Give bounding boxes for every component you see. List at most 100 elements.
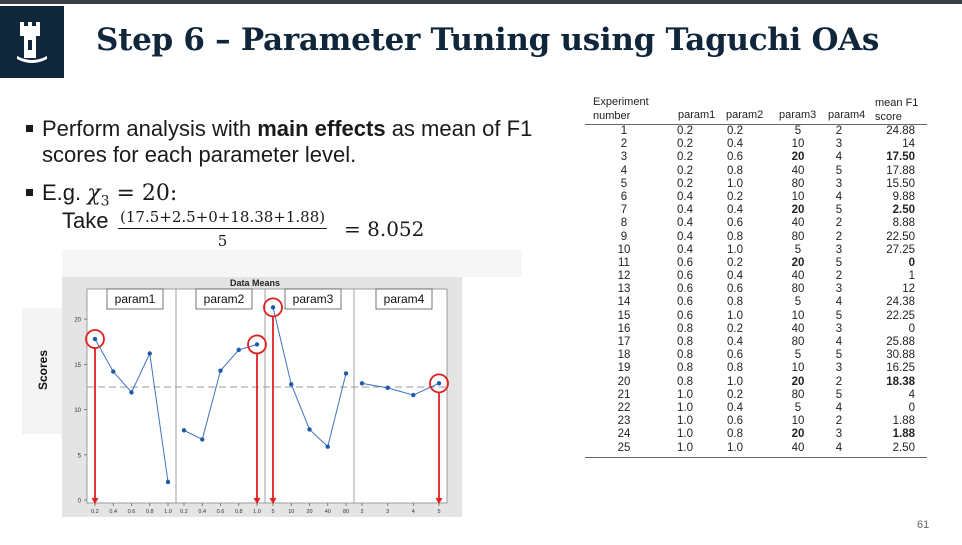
bullet-2-text-pre: E.g. [42, 180, 88, 205]
cell-param3: 20 [791, 204, 805, 217]
header-param3: param3 [779, 109, 817, 121]
x-tick-label: 5 [437, 509, 440, 515]
x-tick-label: 4 [412, 509, 415, 515]
cell-experiment-number: 11 [618, 256, 630, 269]
cell-param2: 0.2 [727, 388, 743, 401]
cell-param4: 5 [835, 256, 843, 269]
data-point-param4 [411, 392, 416, 398]
cell-experiment-number: 7 [620, 204, 628, 217]
x-tick-label: 5 [271, 509, 274, 515]
panel-label-box [106, 288, 164, 310]
cell-param4: 2 [835, 375, 843, 388]
data-point-param2 [181, 428, 187, 433]
cell-param3: 10 [791, 309, 805, 322]
x-tick-label: 2 [360, 509, 363, 515]
cell-mean-f1: 1.88 [892, 428, 915, 441]
cell-param1: 0.6 [677, 256, 693, 269]
cell-experiment-number: 20 [617, 375, 631, 388]
cell-param1: 0.4 [677, 217, 693, 230]
cell-param2: 0.8 [727, 164, 743, 177]
bullet-2-variable: χ [87, 181, 101, 206]
cell-experiment-number: 16 [617, 322, 631, 335]
x-tick-label: 0.6 [128, 509, 136, 515]
header-number: number [593, 110, 631, 122]
cell-param3: 40 [791, 217, 805, 230]
highlight-arrowhead [91, 498, 99, 504]
cell-param1: 0.8 [677, 375, 693, 388]
header-param4: param4 [828, 109, 866, 121]
cell-param1: 0.6 [677, 270, 693, 283]
cell-experiment-number: 22 [617, 401, 631, 414]
cell-experiment-number: 6 [620, 190, 628, 203]
data-point-param3 [343, 371, 349, 376]
bullet-2-equals: = 20: [109, 181, 178, 206]
cell-param3: 40 [791, 441, 805, 454]
cell-experiment-number: 24 [617, 428, 631, 441]
table-row: 7 0.4 0.4 20 5 2.50 [585, 204, 927, 217]
cell-param2: 0.4 [727, 401, 743, 414]
cell-mean-f1: 24.88 [886, 125, 915, 137]
cell-param1: 1.0 [677, 441, 693, 454]
cell-experiment-number: 1 [620, 125, 628, 137]
chart-svg: Data Means 0 5 10 15 20 0.2 0.4 0.6 0.8 1.0 param1 0… [62, 277, 462, 517]
cell-param4: 4 [835, 401, 843, 414]
cell-param2: 1.0 [727, 375, 743, 388]
cell-mean-f1: 0 [908, 322, 915, 335]
data-point-param1 [165, 479, 171, 485]
x-tick-label: 0.2 [180, 509, 188, 515]
cell-experiment-number: 17 [617, 336, 631, 348]
table-row: 10 0.4 1.0 5 3 27.25 [585, 244, 927, 257]
cell-mean-f1: 12 [902, 283, 915, 296]
x-tick-label: 40 [325, 509, 331, 515]
cell-param2: 0.2 [727, 322, 743, 335]
bullet-square-icon [26, 189, 33, 196]
cell-mean-f1: 27.25 [886, 243, 915, 256]
x-tick-label: 0.4 [109, 509, 117, 515]
x-tick-label: 0.4 [198, 509, 206, 515]
panel-label-param2: param2 [204, 292, 245, 306]
cell-param3: 80 [791, 177, 805, 190]
data-point-param3 [289, 382, 294, 387]
cell-experiment-number: 5 [620, 177, 628, 190]
fraction-numerator: (17.5+2.5+0+18.38+1.88) [118, 208, 328, 229]
cell-experiment-number: 19 [617, 362, 631, 375]
data-point-param1 [129, 390, 134, 395]
cell-param2: 0.8 [727, 230, 743, 243]
cell-param1: 0.4 [677, 190, 693, 203]
cell-mean-f1: 25.88 [886, 336, 915, 348]
cell-mean-f1: 17.88 [886, 164, 915, 177]
cell-param1: 0.4 [677, 243, 693, 256]
cell-param4: 4 [835, 151, 843, 164]
cell-param2: 0.4 [727, 204, 743, 217]
cell-param1: 0.8 [677, 362, 693, 375]
table-row: 16 0.8 0.2 40 3 0 [585, 323, 927, 336]
cell-mean-f1: 17.50 [886, 151, 915, 164]
cell-param2: 0.8 [727, 296, 743, 309]
y-tick-label: 5 [78, 453, 82, 459]
cell-param1: 0.2 [677, 125, 693, 137]
cell-mean-f1: 4 [908, 388, 915, 401]
cell-param4: 3 [835, 177, 843, 190]
bullet-square-icon [26, 125, 33, 132]
bullet-2-subscript: 3 [100, 193, 110, 210]
cell-param1: 0.2 [677, 177, 693, 190]
highlight-arrowhead [269, 498, 277, 504]
cell-param4: 4 [835, 190, 843, 203]
x-tick-label: 80 [343, 509, 349, 515]
y-label-band [22, 308, 64, 434]
cell-param1: 0.2 [677, 164, 693, 177]
highlight-circle [429, 373, 449, 394]
x-tick-label: 3 [386, 509, 389, 515]
table-bottom-rule [585, 456, 927, 458]
cell-mean-f1: 16.25 [886, 362, 915, 375]
cell-experiment-number: 18 [617, 349, 631, 362]
cell-param4: 4 [835, 441, 843, 454]
header-param2: param2 [726, 109, 764, 121]
cell-param3: 5 [794, 243, 802, 256]
table-row: 19 0.8 0.8 10 3 16.25 [585, 362, 927, 375]
cell-experiment-number: 3 [620, 151, 628, 164]
cell-param4: 5 [835, 388, 843, 401]
cell-param2: 0.6 [727, 151, 743, 164]
panel-label-param1: param1 [115, 292, 156, 306]
cell-param1: 0.6 [677, 296, 693, 309]
